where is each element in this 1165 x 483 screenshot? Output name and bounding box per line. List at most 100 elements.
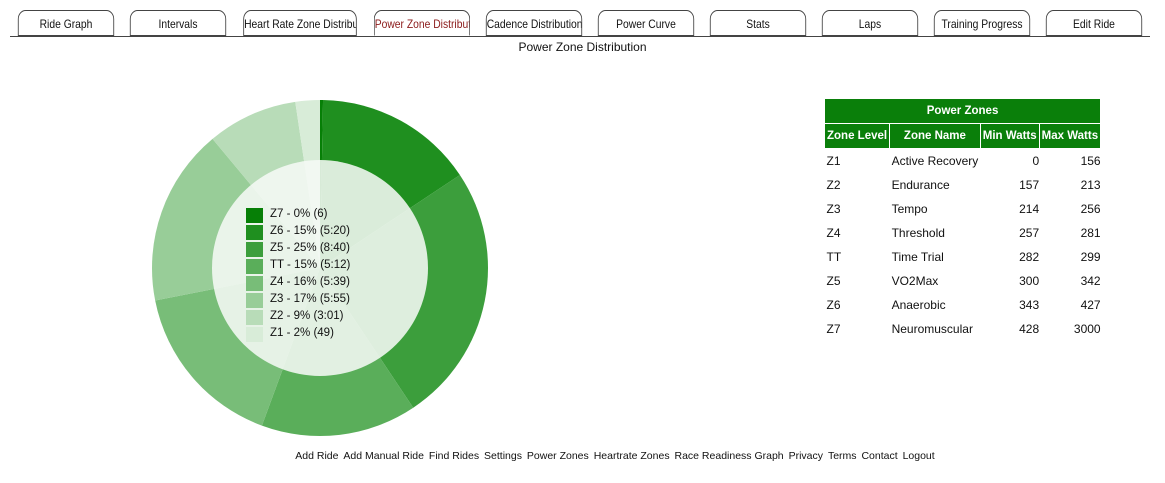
- legend-swatch: [246, 224, 263, 240]
- cell-zone-level: Z2: [826, 178, 841, 192]
- tab-power-zone-distribution[interactable]: Power Zone Distribution: [373, 10, 471, 36]
- column-header-zone-level: Zone Level: [823, 123, 891, 149]
- footer-link-add-ride[interactable]: Add Ride: [295, 450, 339, 462]
- cell-min-watts: 282: [1019, 250, 1040, 264]
- cell-min-watts: 0: [1032, 154, 1040, 168]
- legend-label: Z2 - 9% (3:01): [270, 310, 344, 322]
- legend-swatch: [246, 309, 263, 325]
- table-row: Z4 Threshold 257 281: [825, 221, 1101, 245]
- tab-training-progress[interactable]: Training Progress: [933, 10, 1031, 36]
- legend-item-tt: TT - 15% (5:12): [246, 257, 350, 274]
- cell-zone-name: Active Recovery: [891, 154, 979, 168]
- footer-link-heartrate-zones[interactable]: Heartrate Zones: [593, 450, 670, 462]
- table-row: Z6 Anaerobic 343 427: [825, 293, 1101, 317]
- footer-link-contact[interactable]: Contact: [861, 450, 898, 462]
- legend-label: TT - 15% (5:12): [270, 259, 351, 271]
- tab-ride-graph[interactable]: Ride Graph: [17, 10, 115, 36]
- cell-zone-name: Anaerobic: [891, 298, 946, 312]
- cell-zone-level: TT: [826, 250, 842, 264]
- legend-label: Z7 - 0% (6): [270, 208, 328, 220]
- cell-zone-level: Z3: [826, 202, 841, 216]
- table-row: Z7 Neuromuscular 428 3000: [825, 317, 1101, 341]
- power-zone-donut-chart: [152, 100, 488, 436]
- column-header-zone-name: Zone Name: [889, 123, 981, 149]
- column-header-min-watts: Min Watts: [979, 123, 1040, 149]
- table-row: Z3 Tempo 214 256: [825, 197, 1101, 221]
- cell-zone-name: VO2Max: [891, 274, 939, 288]
- tab-cadence-distribution[interactable]: Cadence Distribution: [485, 10, 583, 36]
- cell-zone-level: Z5: [826, 274, 841, 288]
- cell-min-watts: 257: [1019, 226, 1040, 240]
- cell-max-watts: 342: [1080, 274, 1101, 288]
- cell-zone-name: Endurance: [891, 178, 950, 192]
- cell-min-watts: 157: [1019, 178, 1040, 192]
- cell-max-watts: 256: [1080, 202, 1101, 216]
- tab-laps[interactable]: Laps: [821, 10, 919, 36]
- power-zones-table-body: Z1 Active Recovery 0 156 Z2 Endurance 157 213 Z3…: [825, 149, 1101, 342]
- footer-link-find-rides[interactable]: Find Rides: [428, 450, 480, 462]
- legend-swatch: [246, 292, 263, 308]
- tab-stats[interactable]: Stats: [709, 10, 807, 36]
- legend-label: Z6 - 15% (5:20): [270, 225, 350, 237]
- cell-zone-level: Z4: [826, 226, 841, 240]
- legend-swatch: [246, 241, 263, 257]
- legend-item-z6: Z6 - 15% (5:20): [246, 223, 350, 240]
- legend-item-z7: Z7 - 0% (6): [246, 206, 350, 223]
- table-row: Z5 VO2Max 300 342: [825, 269, 1101, 293]
- footer-link-settings[interactable]: Settings: [484, 450, 522, 462]
- tab-edit-ride[interactable]: Edit Ride: [1045, 10, 1143, 36]
- tab-bar-baseline: [10, 36, 1150, 37]
- cell-zone-name: Threshold: [891, 226, 945, 240]
- cell-zone-level: Z1: [826, 154, 841, 168]
- footer-links: Add Ride Add Manual Ride Find Rides Sett…: [0, 450, 1165, 462]
- tab-heart-rate-zone-distribution[interactable]: Heart Rate Zone Distribution: [243, 10, 357, 36]
- cell-min-watts: 214: [1019, 202, 1040, 216]
- legend-item-z2: Z2 - 9% (3:01): [246, 308, 350, 325]
- legend-label: Z3 - 17% (5:55): [270, 293, 350, 305]
- table-row: TT Time Trial 282 299: [825, 245, 1101, 269]
- footer-link-logout[interactable]: Logout: [902, 450, 935, 462]
- cell-zone-name: Tempo: [891, 202, 928, 216]
- legend-item-z4: Z4 - 16% (5:39): [246, 274, 350, 291]
- cell-min-watts: 343: [1019, 298, 1040, 312]
- chart-legend: Z7 - 0% (6) Z6 - 15% (5:20) Z5 - 25% (8:40…: [246, 206, 350, 342]
- cell-max-watts: 281: [1080, 226, 1101, 240]
- cell-max-watts: 213: [1080, 178, 1101, 192]
- power-zones-table-title: Power Zones: [823, 98, 1102, 124]
- power-zones-table: Power Zones Zone Level Zone Name Min Watts…: [823, 98, 1102, 342]
- footer-link-race-readiness-graph[interactable]: Race Readiness Graph: [674, 450, 784, 462]
- footer-link-add-manual-ride[interactable]: Add Manual Ride: [343, 450, 424, 462]
- footer-link-privacy[interactable]: Privacy: [788, 450, 824, 462]
- cell-max-watts: 427: [1080, 298, 1101, 312]
- cell-max-watts: 3000: [1073, 322, 1101, 336]
- legend-item-z3: Z3 - 17% (5:55): [246, 291, 350, 308]
- tab-bar: Ride Graph Intervals Heart Rate Zone Dis…: [10, 10, 1150, 38]
- column-header-max-watts: Max Watts: [1038, 123, 1102, 149]
- power-zones-table-header-row: Zone Level Zone Name Min Watts Max Watts: [823, 123, 1102, 149]
- legend-swatch: [246, 326, 263, 342]
- legend-label: Z4 - 16% (5:39): [270, 276, 350, 288]
- legend-label: Z1 - 2% (49): [270, 327, 334, 339]
- table-row: Z1 Active Recovery 0 156: [825, 149, 1101, 174]
- cell-min-watts: 300: [1019, 274, 1040, 288]
- tab-intervals[interactable]: Intervals: [129, 10, 227, 36]
- legend-item-z1: Z1 - 2% (49): [246, 325, 350, 342]
- legend-swatch: [246, 275, 263, 291]
- donut-hole: [212, 160, 428, 376]
- table-row: Z2 Endurance 157 213: [825, 173, 1101, 197]
- tab-power-curve[interactable]: Power Curve: [597, 10, 695, 36]
- footer-link-power-zones[interactable]: Power Zones: [526, 450, 589, 462]
- legend-item-z5: Z5 - 25% (8:40): [246, 240, 350, 257]
- cell-min-watts: 428: [1019, 322, 1040, 336]
- cell-max-watts: 156: [1080, 154, 1101, 168]
- page-title: Power Zone Distribution: [518, 40, 647, 54]
- cell-zone-name: Neuromuscular: [891, 322, 973, 336]
- footer-link-terms[interactable]: Terms: [827, 450, 857, 462]
- legend-swatch: [246, 207, 263, 223]
- cell-zone-level: Z7: [826, 322, 841, 336]
- legend-label: Z5 - 25% (8:40): [270, 242, 350, 254]
- cell-max-watts: 299: [1080, 250, 1101, 264]
- cell-zone-name: Time Trial: [891, 250, 944, 264]
- cell-zone-level: Z6: [826, 298, 841, 312]
- legend-swatch: [246, 258, 263, 274]
